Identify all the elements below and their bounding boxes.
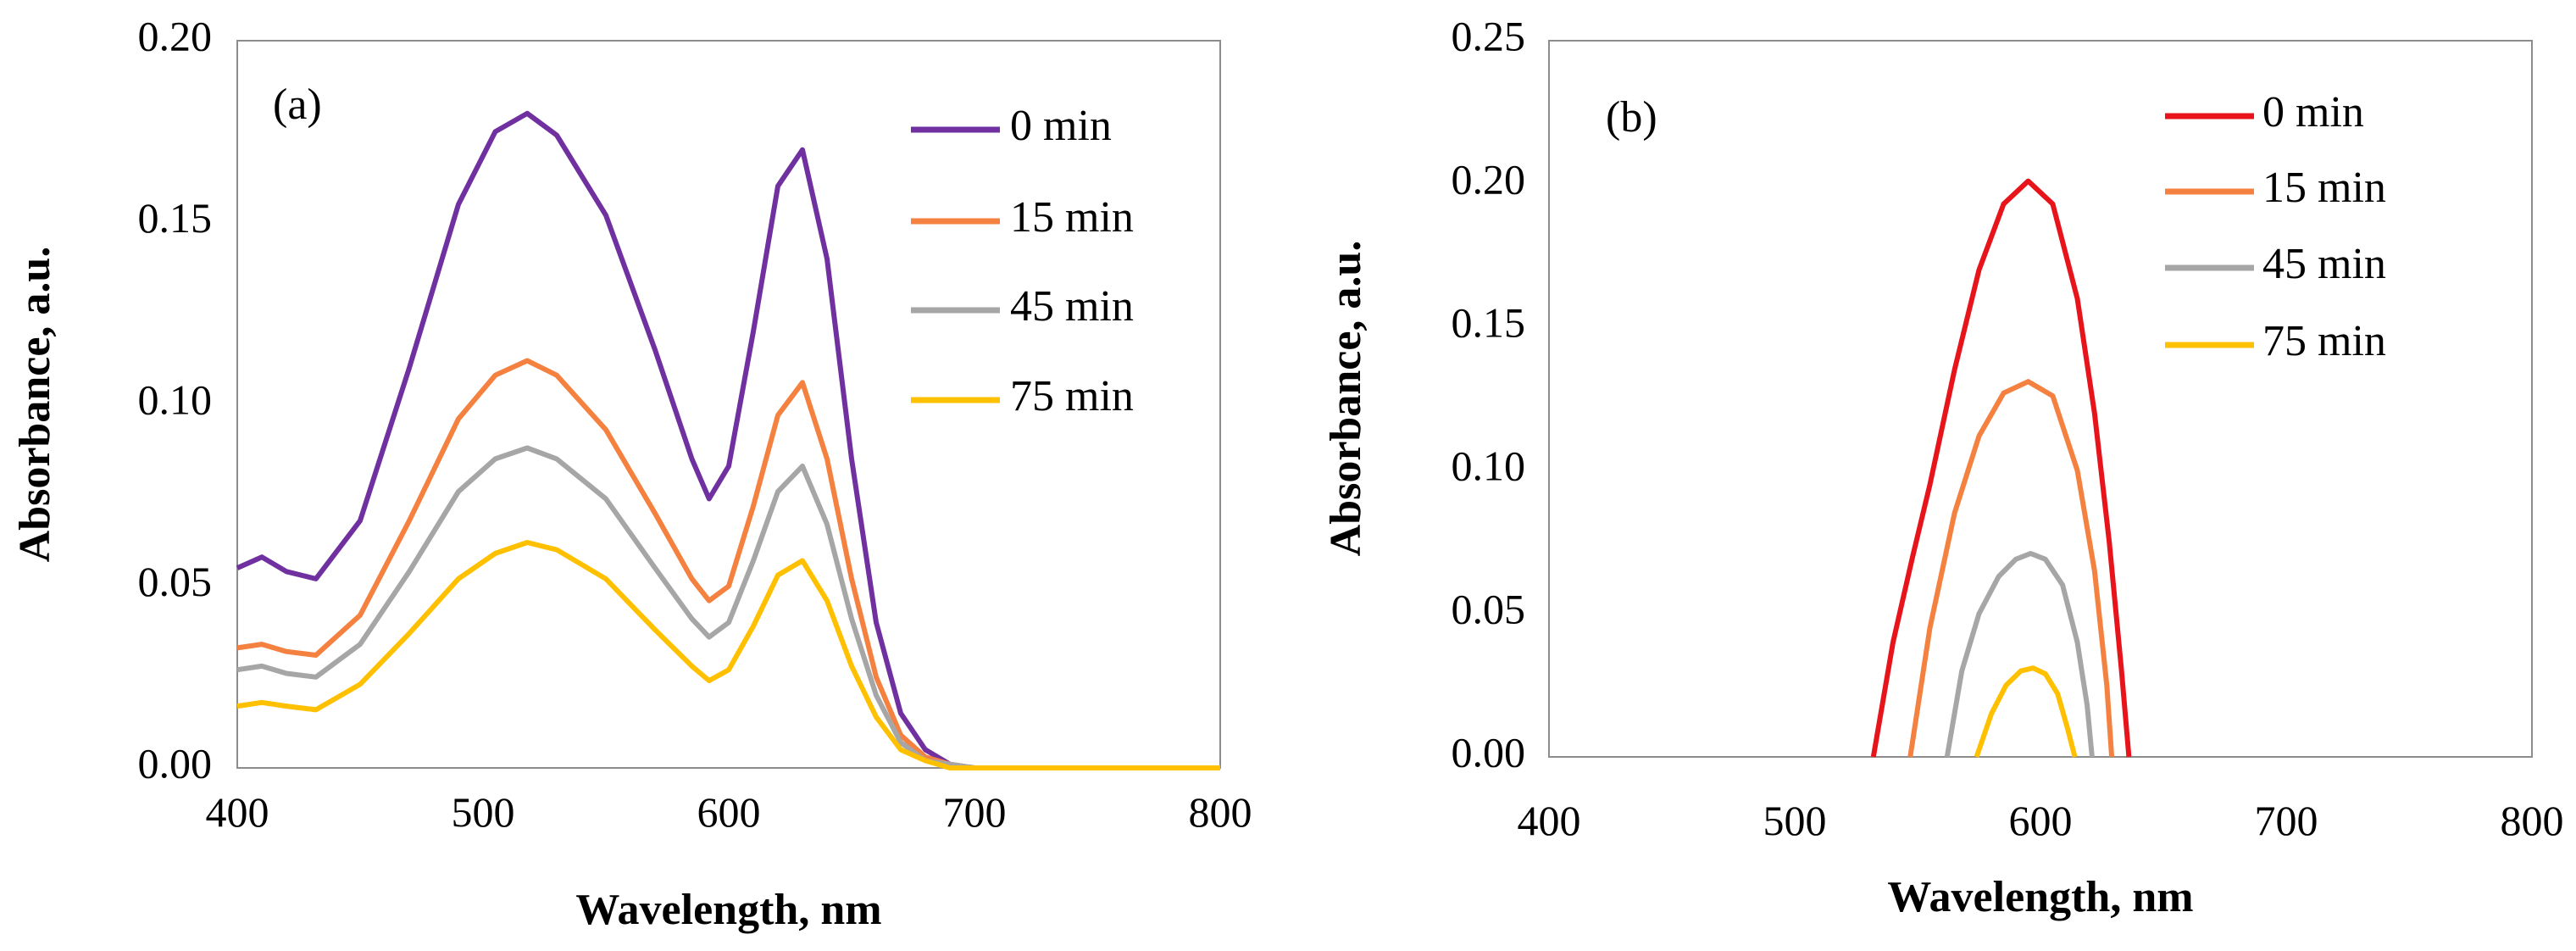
y-tick-label-a-1: 0.05 bbox=[138, 558, 213, 605]
legend-label-a-75-min: 75 min bbox=[1010, 372, 1134, 420]
y-tick-label-a-0: 0.00 bbox=[138, 739, 213, 787]
legend-label-a-15-min: 15 min bbox=[1010, 193, 1134, 242]
panel-label-b: (b) bbox=[1606, 93, 1657, 142]
series-line-a-15-min bbox=[236, 358, 1220, 770]
y-axis-title-b: Absorbance, a.u. bbox=[1322, 241, 1370, 557]
x-tick-label-a-0: 400 bbox=[206, 788, 269, 836]
x-tick-label-a-1: 500 bbox=[452, 788, 515, 836]
legend-label-b-0-min: 0 min bbox=[2262, 88, 2364, 136]
chart-panel-b: 0.00 0.05 0.10 0.15 0.20 0.25 400 500 60… bbox=[1322, 12, 2564, 921]
x-axis-title-a: Wavelength, nm bbox=[575, 886, 881, 934]
x-tick-label-b-0: 400 bbox=[1518, 797, 1581, 844]
series-line-b-15-min bbox=[1907, 379, 2115, 758]
x-tick-label-b-3: 700 bbox=[2255, 797, 2318, 844]
y-tick-label-a-2: 0.10 bbox=[138, 375, 213, 423]
legend-label-a-0-min: 0 min bbox=[1010, 102, 1112, 150]
y-axis-title-a: Absorbance, a.u. bbox=[11, 247, 59, 563]
y-tick-label-b-1: 0.05 bbox=[1452, 585, 1526, 632]
plot-area-frame-a bbox=[236, 40, 1221, 769]
y-tick-label-a-3: 0.15 bbox=[138, 194, 213, 242]
x-tick-label-a-4: 800 bbox=[1189, 788, 1252, 836]
legend-b: 0 min 15 min 45 min 75 min bbox=[2165, 88, 2386, 365]
y-tick-label-b-2: 0.10 bbox=[1452, 442, 1526, 489]
legend-label-a-45-min: 45 min bbox=[1010, 282, 1134, 331]
y-tick-label-b-3: 0.15 bbox=[1452, 298, 1526, 346]
legend-label-b-75-min: 75 min bbox=[2262, 317, 2386, 365]
series-line-b-45-min bbox=[1944, 551, 2095, 758]
y-tick-label-b-4: 0.20 bbox=[1452, 155, 1526, 203]
y-tick-label-b-5: 0.25 bbox=[1452, 12, 1526, 59]
chart-panel-a: 0.00 0.05 0.10 0.15 0.20 400 500 600 700… bbox=[11, 12, 1252, 934]
x-tick-label-a-2: 600 bbox=[697, 788, 761, 836]
series-line-a-45-min bbox=[236, 445, 1220, 770]
x-tick-label-b-2: 600 bbox=[2009, 797, 2073, 844]
y-tick-label-a-4: 0.20 bbox=[138, 12, 213, 59]
x-tick-label-b-1: 500 bbox=[1763, 797, 1827, 844]
series-line-a-0-min bbox=[236, 110, 1220, 770]
panel-label-a: (a) bbox=[273, 81, 322, 129]
y-tick-label-b-0: 0.00 bbox=[1452, 728, 1526, 776]
series-line-b-0-min bbox=[1870, 178, 2132, 758]
legend-label-b-45-min: 45 min bbox=[2262, 240, 2386, 288]
x-tick-label-a-3: 700 bbox=[943, 788, 1007, 836]
plot-area-frame-b bbox=[1548, 40, 2533, 758]
x-tick-label-b-4: 800 bbox=[2501, 797, 2564, 844]
legend-a: 0 min 15 min 45 min 75 min bbox=[911, 102, 1134, 420]
series-line-a-75-min bbox=[236, 540, 1220, 770]
x-axis-title-b: Wavelength, nm bbox=[1887, 873, 2193, 921]
series-line-b-75-min bbox=[1974, 665, 2078, 758]
legend-label-b-15-min: 15 min bbox=[2262, 164, 2386, 212]
